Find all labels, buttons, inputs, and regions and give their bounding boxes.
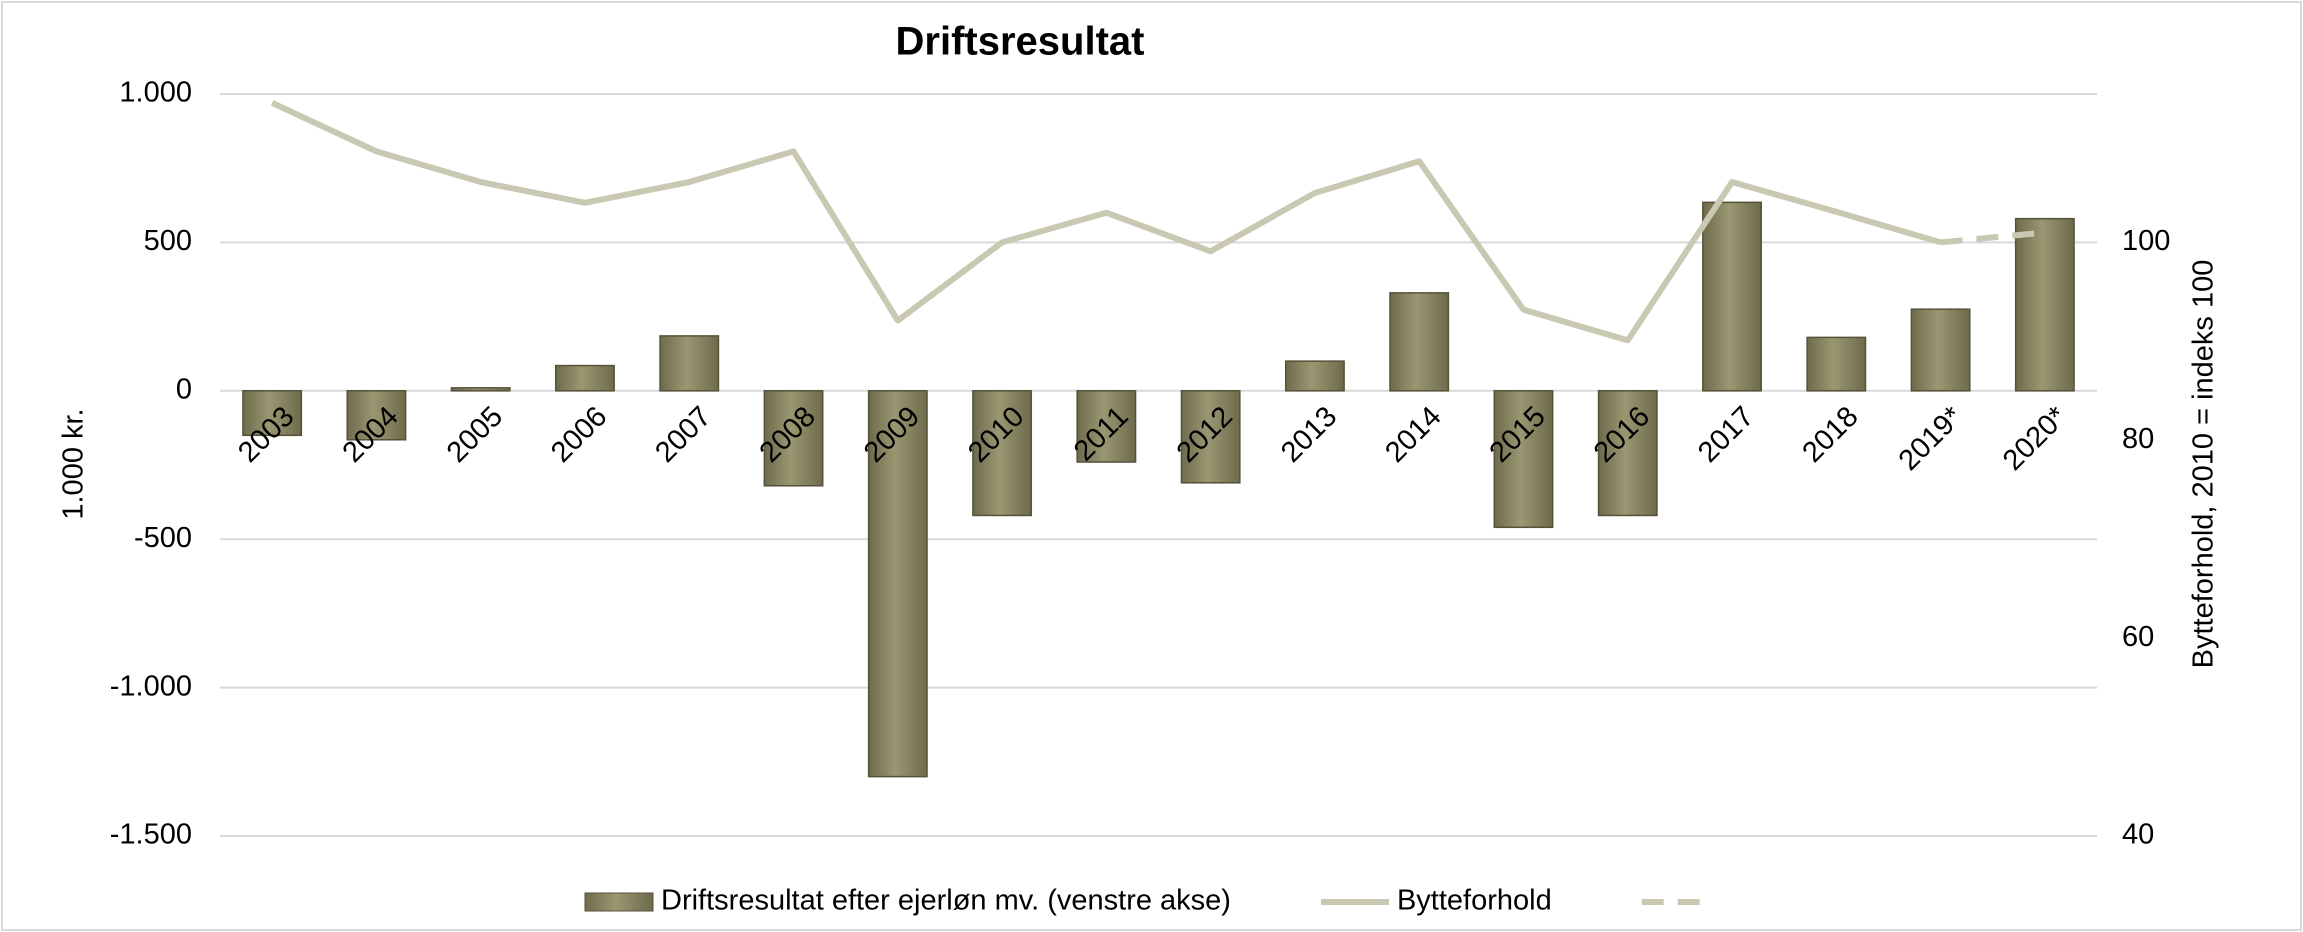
bar [555,364,615,392]
x-tick-label: 2019* [1893,401,1969,477]
x-tick-label: 2018 [1796,401,1864,469]
x-tick-label: 2017 [1692,401,1760,469]
y-tick-label: -500 [134,522,192,554]
bar [1076,390,1137,463]
legend-label: Driftsresultat efter ejerløn mv. (venstr… [661,885,1231,917]
y-tick-label: -1.000 [110,670,192,702]
bar [1180,390,1241,484]
x-tick-label: 2005 [441,401,509,469]
y2-tick-label: 100 [2122,225,2170,257]
x-tick-label: 2006 [545,401,613,469]
bar [1702,201,1762,392]
bar [972,390,1033,517]
y2-tick-label: 60 [2122,621,2154,653]
bar [1493,390,1554,529]
bar [1284,360,1345,392]
y-tick-label: 0 [176,373,192,405]
bar [867,390,928,778]
bar [1910,308,1971,392]
legend-swatch [584,892,654,912]
legend-label: Bytteforhold [1397,885,1552,917]
bar [1597,390,1658,517]
bar [346,390,407,441]
y-axis-title: 1.000 kr. [58,408,90,519]
bar [1806,336,1867,392]
bar [1389,292,1450,392]
bar [242,390,303,437]
bar [763,390,824,487]
bar [2014,217,2075,392]
y2-tick-label: 40 [2122,819,2154,851]
y-tick-label: 1.000 [119,77,192,109]
y2-tick-label: 80 [2122,423,2154,455]
x-tick-label: 2020* [1997,401,2073,477]
line [270,100,1942,344]
x-tick-label: 2014 [1379,401,1447,469]
y-tick-label: 500 [144,225,192,257]
line [1940,229,2046,246]
y-tick-label: -1.500 [110,819,192,851]
x-tick-label: 2007 [649,401,717,469]
bar [450,387,511,392]
bar [659,335,720,392]
chart-title: Driftsresultat [896,20,1145,64]
x-tick-label: 2013 [1275,401,1343,469]
y2-axis-title: Bytteforhold, 2010 = indeks 100 [2188,260,2220,669]
